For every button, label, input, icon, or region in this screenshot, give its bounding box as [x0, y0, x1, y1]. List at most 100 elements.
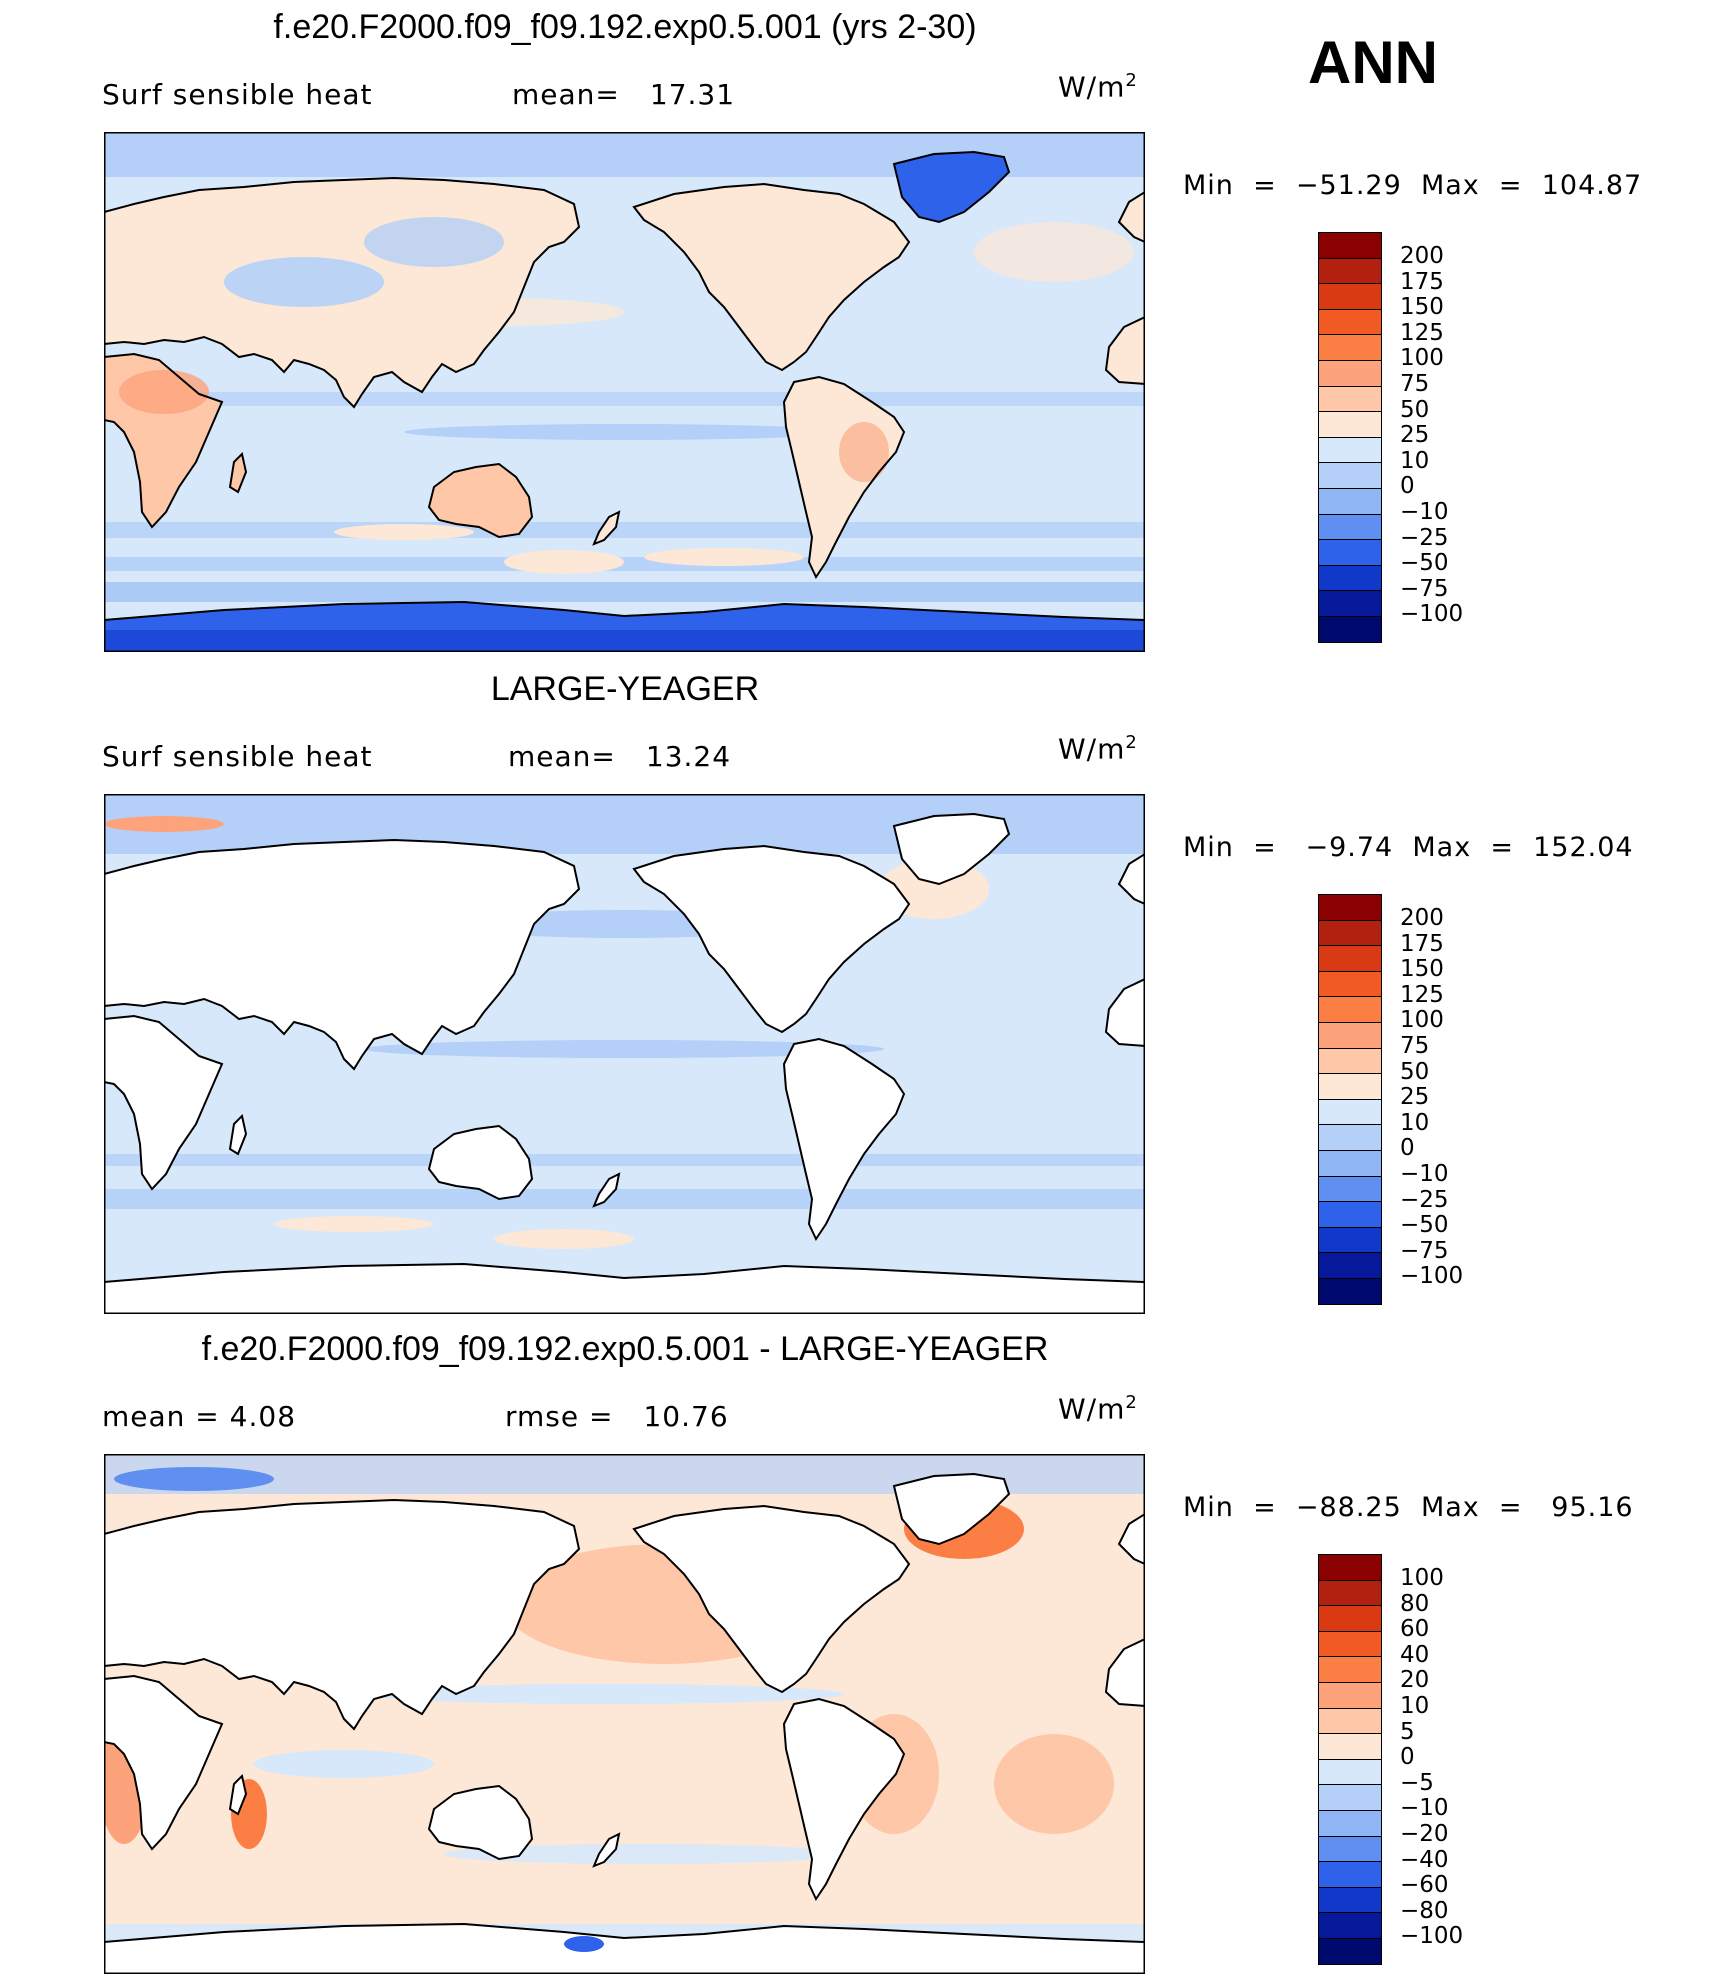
panel-obs: LARGE-YEAGER Surf sensible heat mean= 13.…: [0, 662, 1710, 1322]
colorbar-swatch: [1318, 945, 1382, 971]
colorbar-tick-label: −100: [1400, 1923, 1464, 1950]
colorbar-swatch: [1318, 462, 1382, 488]
colorbar-swatch: [1318, 996, 1382, 1022]
colorbar-swatch: [1318, 1047, 1382, 1074]
colorbar-tick-label: 10: [1400, 1109, 1430, 1136]
colorbar: [1318, 232, 1382, 643]
colorbar-swatch: [1318, 1021, 1382, 1048]
colorbar-tick-label: 75: [1400, 1032, 1430, 1059]
units-label: W/m2: [1058, 732, 1138, 766]
colorbar-tick-label: −100: [1400, 1263, 1464, 1290]
colorbar-swatch: [1318, 919, 1382, 946]
colorbar-tick-label: −10: [1400, 1160, 1449, 1187]
mean-value: 13.24: [645, 740, 732, 773]
colorbar-swatch: [1318, 564, 1382, 591]
rmse-label: rmse = 10.76: [505, 1400, 729, 1433]
colorbar-tick-label: 5: [1400, 1718, 1415, 1745]
mean-label: mean= 13.24: [508, 740, 732, 773]
panel-model: f.e20.F2000.f09_f09.192.exp0.5.001 (yrs …: [0, 0, 1710, 660]
colorbar-tick-label: 100: [1400, 1007, 1444, 1034]
colorbar-tick-label: −100: [1400, 601, 1464, 628]
colorbar-tick-label: −50: [1400, 550, 1449, 577]
colorbar-swatch: [1318, 513, 1382, 540]
colorbar-swatch: [1318, 590, 1382, 616]
colorbar-swatch: [1318, 283, 1382, 309]
colorbar-swatch: [1318, 1758, 1382, 1785]
min-max-label: Min = −51.29 Max = 104.87: [1183, 170, 1643, 201]
colorbar-swatch: [1318, 359, 1382, 386]
map-model: [104, 132, 1145, 652]
colorbar-tick-label: 100: [1400, 1565, 1444, 1591]
colorbar: [1318, 894, 1382, 1305]
colorbar-swatch: [1318, 308, 1382, 335]
colorbar-tick-label: 25: [1400, 1084, 1430, 1111]
colorbar-tick-label: −10: [1400, 1795, 1449, 1822]
colorbar-swatch: [1318, 487, 1382, 514]
colorbar-tick-label: 200: [1400, 243, 1444, 269]
colorbar-swatch: [1318, 1784, 1382, 1810]
colorbar-tick-label: 10: [1400, 1692, 1430, 1719]
colorbar-swatch: [1318, 1861, 1382, 1887]
variable-label: Surf sensible heat: [102, 78, 373, 111]
colorbar-swatch: [1318, 232, 1382, 258]
colorbar: [1318, 1554, 1382, 1965]
mean-label: mean= 17.31: [512, 78, 736, 111]
colorbar-tick-label: 80: [1400, 1590, 1430, 1617]
mean-value: 17.31: [649, 78, 736, 111]
colorbar-swatch: [1318, 436, 1382, 463]
colorbar-tick-label: 100: [1400, 345, 1444, 372]
colorbar-tick-label: 75: [1400, 370, 1430, 397]
colorbar-swatch: [1318, 1886, 1382, 1913]
colorbar-swatch: [1318, 1149, 1382, 1176]
colorbar-tick-label: −50: [1400, 1212, 1449, 1239]
colorbar-tick-label: 0: [1400, 473, 1415, 500]
colorbar-swatch: [1318, 1835, 1382, 1862]
colorbar-swatch: [1318, 1554, 1382, 1580]
units-label: W/m2: [1058, 1392, 1138, 1426]
panel-difference: f.e20.F2000.f09_f09.192.exp0.5.001 - LAR…: [0, 1322, 1710, 1982]
colorbar-swatch: [1318, 615, 1382, 643]
colorbar-labels: 200 175 150 125 100 75 50 25 10 0 −10 −25 −50 −75 −100: [1400, 905, 1464, 1290]
colorbar-tick-label: −10: [1400, 498, 1449, 525]
colorbar-tick-label: 20: [1400, 1667, 1430, 1694]
colorbar-tick-label: 50: [1400, 396, 1430, 423]
colorbar-tick-label: −25: [1400, 524, 1449, 551]
panel-title: f.e20.F2000.f09_f09.192.exp0.5.001 (yrs …: [273, 8, 977, 46]
colorbar-tick-label: 125: [1400, 319, 1444, 346]
colorbar-tick-label: 40: [1400, 1641, 1430, 1668]
colorbar-tick-label: 0: [1400, 1135, 1415, 1162]
map-difference: [104, 1454, 1145, 1974]
colorbar-tick-label: 150: [1400, 956, 1444, 983]
colorbar-tick-label: −80: [1400, 1897, 1449, 1924]
colorbar-swatch: [1318, 1201, 1382, 1227]
colorbar-swatch: [1318, 894, 1382, 920]
colorbar-swatch: [1318, 1733, 1382, 1759]
colorbar-swatch: [1318, 1656, 1382, 1682]
colorbar-tick-label: −5: [1400, 1769, 1434, 1796]
colorbar-tick-label: 125: [1400, 981, 1444, 1008]
panel-title: LARGE-YEAGER: [490, 670, 760, 708]
colorbar-tick-label: −60: [1400, 1872, 1449, 1899]
colorbar-tick-label: 175: [1400, 268, 1444, 295]
colorbar-tick-label: −75: [1400, 1237, 1449, 1264]
colorbar-swatch: [1318, 1098, 1382, 1125]
colorbar-swatch: [1318, 1809, 1382, 1836]
map-obs: [104, 794, 1145, 1314]
colorbar-tick-label: −25: [1400, 1186, 1449, 1213]
colorbar-swatch: [1318, 1707, 1382, 1734]
min-max-label: Min = −9.74 Max = 152.04: [1183, 832, 1634, 863]
colorbar-tick-label: 10: [1400, 447, 1430, 474]
colorbar-swatch: [1318, 1579, 1382, 1606]
colorbar-swatch: [1318, 1073, 1382, 1099]
colorbar-swatch: [1318, 1277, 1382, 1305]
colorbar-swatch: [1318, 1252, 1382, 1278]
colorbar-swatch: [1318, 1681, 1382, 1708]
colorbar-swatch: [1318, 1605, 1382, 1631]
colorbar-tick-label: 0: [1400, 1744, 1415, 1771]
colorbar-swatch: [1318, 1175, 1382, 1202]
variable-label: Surf sensible heat: [102, 740, 373, 773]
mean-label: mean = 4.08: [102, 1400, 297, 1433]
colorbar-tick-label: −20: [1400, 1820, 1449, 1847]
colorbar-tick-label: 60: [1400, 1616, 1430, 1643]
colorbar-swatch: [1318, 1124, 1382, 1150]
